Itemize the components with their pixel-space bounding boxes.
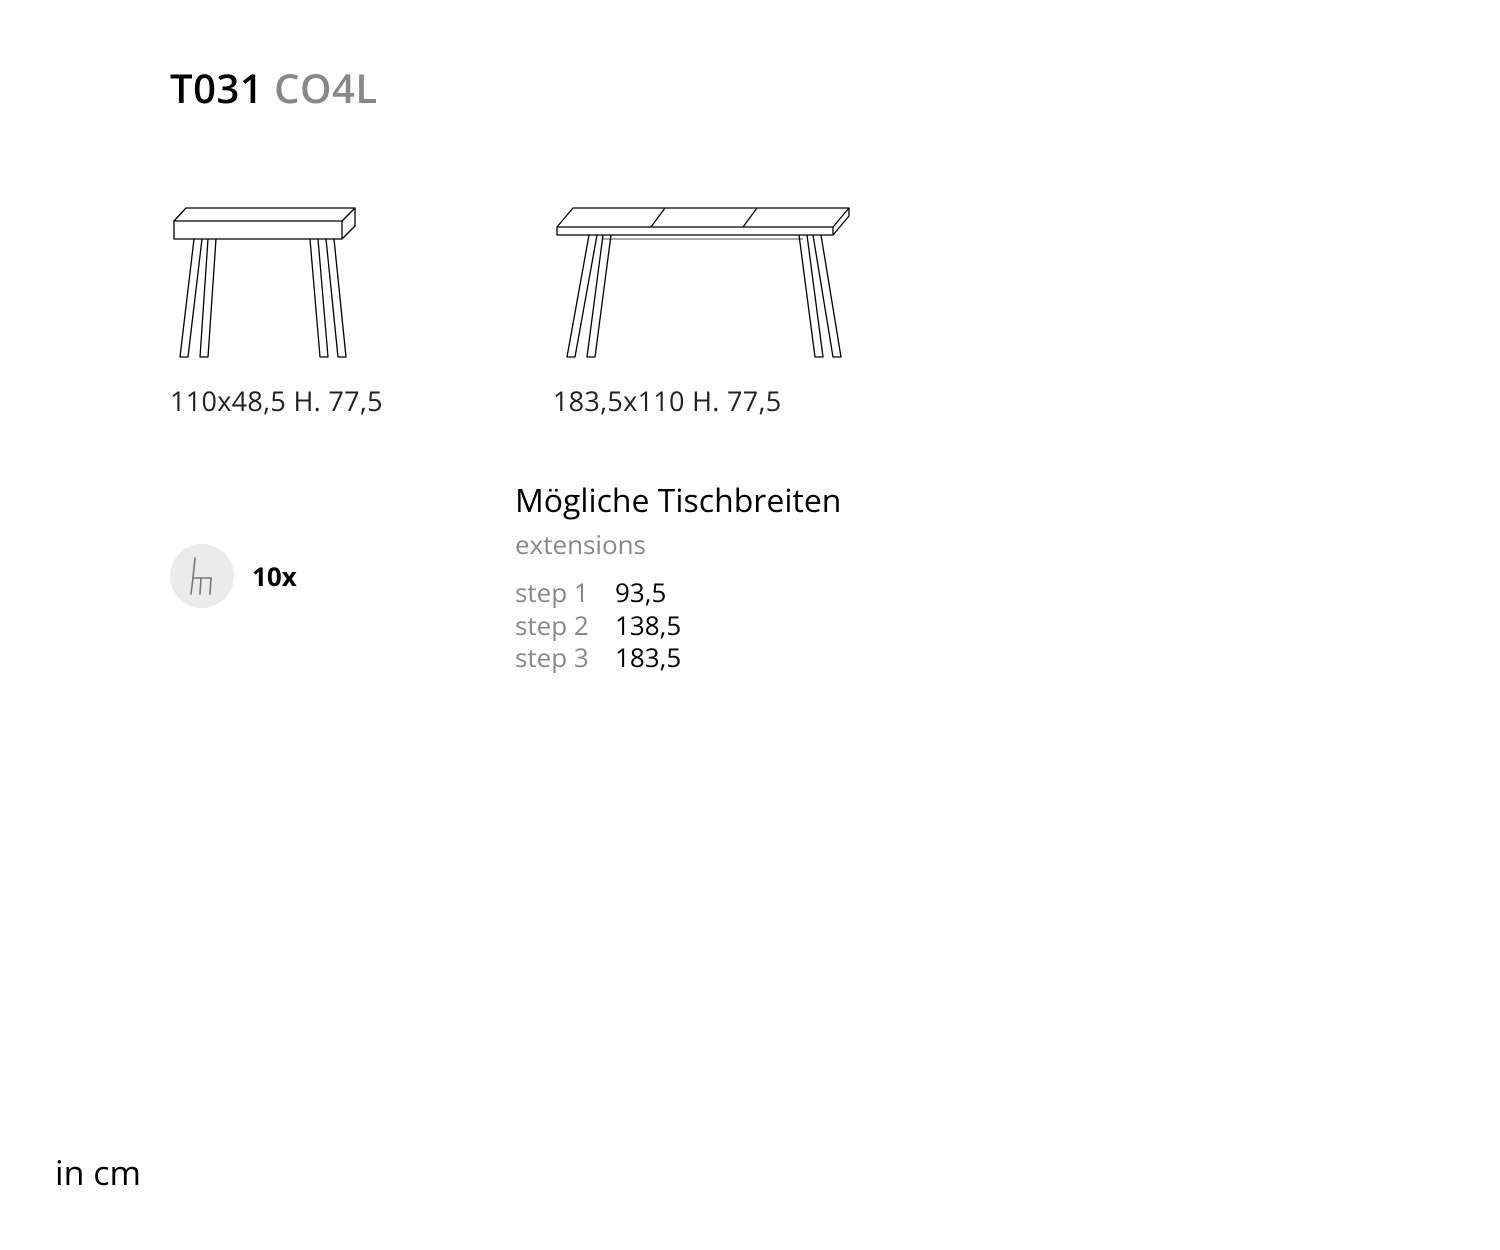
- extensions-steps: step 1 93,5 step 2 138,5 step 3 183,5: [515, 576, 841, 674]
- seating-indicator: 10x: [170, 479, 345, 674]
- step-label: step 2: [515, 609, 597, 642]
- step-value: 93,5: [615, 576, 666, 609]
- step-label: step 1: [515, 576, 597, 609]
- variant-code: CO4L: [274, 60, 377, 115]
- table-open-icon: [553, 205, 853, 360]
- step-label: step 3: [515, 641, 597, 674]
- chair-icon: [187, 556, 217, 596]
- chair-badge: [170, 544, 234, 608]
- step-value: 183,5: [615, 641, 681, 674]
- extension-step: step 3 183,5: [515, 641, 841, 674]
- table-closed-icon: [170, 205, 360, 360]
- figure-open: 183,5x110 H. 77,5: [553, 205, 853, 419]
- extensions-subtitle: extensions: [515, 526, 841, 562]
- closed-caption: 110x48,5 H. 77,5: [170, 382, 383, 419]
- figure-closed: 110x48,5 H. 77,5: [170, 205, 383, 419]
- seating-count: 10x: [252, 558, 297, 594]
- figure-row: 110x48,5 H. 77,5: [170, 205, 1330, 419]
- unit-label: in cm: [55, 1149, 141, 1195]
- model-code: T031: [170, 60, 263, 115]
- open-caption: 183,5x110 H. 77,5: [553, 382, 853, 419]
- extensions-title: Mögliche Tischbreiten: [515, 479, 841, 522]
- extension-step: step 1 93,5: [515, 576, 841, 609]
- page-title: T031 CO4L: [170, 60, 1330, 115]
- extension-step: step 2 138,5: [515, 609, 841, 642]
- step-value: 138,5: [615, 609, 681, 642]
- extensions-block: Mögliche Tischbreiten extensions step 1 …: [515, 479, 841, 674]
